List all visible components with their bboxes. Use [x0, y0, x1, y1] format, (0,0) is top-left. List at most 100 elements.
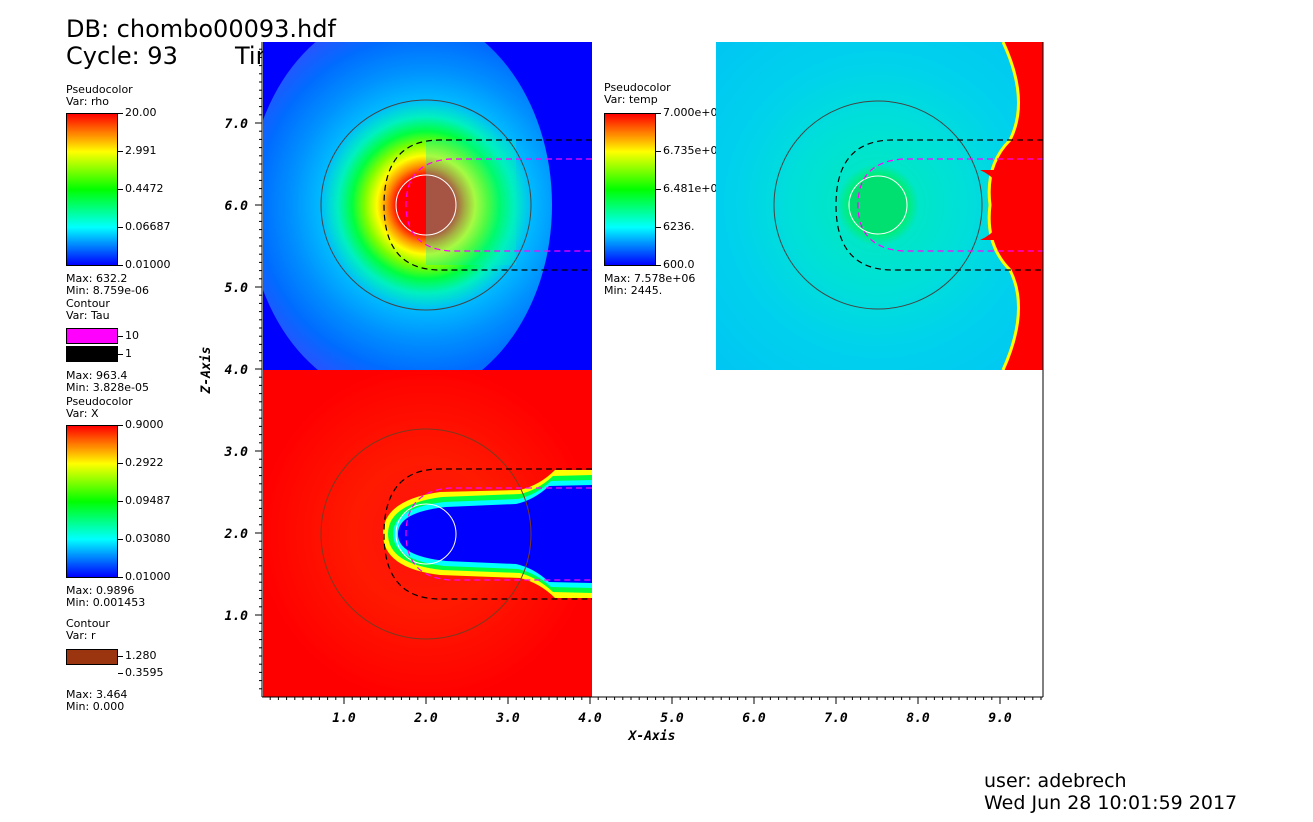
colorbar-tick	[118, 113, 123, 114]
axis-tick-label: 1.0	[225, 609, 249, 624]
legend-max: Max: 963.4	[66, 369, 128, 382]
axis-tick-label: 1.0	[332, 711, 356, 726]
x-axis-ticks: 1.0 2.0 3.0 4.0 5.0 6.0 7.0 8.0 9.0	[269, 697, 1042, 726]
y-axis-ticks: 1.0 2.0 3.0 4.0 5.0 6.0 7.0	[224, 48, 262, 690]
contour-level-label: 1	[125, 347, 132, 360]
temp-contour-tau-1	[835, 139, 1043, 271]
legend-type: Pseudocolor	[66, 395, 133, 408]
rho-field	[263, 42, 552, 370]
temp-hot-tail	[980, 170, 1043, 240]
legend-type: Contour	[66, 297, 110, 310]
colorbar-tick-label: 6.735e+05	[663, 144, 725, 157]
database-title: DB: chombo00093.hdf	[66, 15, 336, 43]
legend-min: Min: 3.828e-05	[66, 381, 149, 394]
contour-tick	[118, 336, 123, 337]
contour-level-label: 0.3595	[125, 666, 164, 679]
temp-panel	[716, 42, 1043, 370]
footer-date: Wed Jun 28 10:01:59 2017	[984, 792, 1238, 814]
x-inner-circle	[395, 503, 457, 565]
legend-type: Contour	[66, 617, 110, 630]
cycle-label: Cycle: 93	[66, 42, 178, 70]
axis-tick-label: 5.0	[660, 711, 684, 726]
rho-contour-tau-10	[405, 158, 592, 252]
contour-swatch-10	[66, 328, 118, 344]
axis-tick-label: 2.0	[413, 711, 438, 726]
legend-var: Var: rho	[66, 95, 109, 108]
legend-type: Pseudocolor	[604, 81, 671, 94]
legend-max: Max: 632.2	[66, 272, 128, 285]
x-contour-tau-1	[383, 468, 592, 600]
colorbar-tick	[656, 151, 661, 152]
colorbar-tick-label: 0.9000	[125, 418, 164, 431]
legend-min: Min: 0.000	[66, 700, 125, 713]
legend-max: Max: 3.464	[66, 688, 128, 701]
temp-core	[849, 176, 907, 234]
legend-max: Max: 0.9896	[66, 584, 135, 597]
rho-panel	[263, 42, 592, 370]
colorbar-tick	[656, 227, 661, 228]
temp-contour-tau-10	[857, 158, 1043, 252]
contour-tick	[118, 354, 123, 355]
colorbar-tick	[118, 425, 123, 426]
temp-inner-circle	[848, 175, 908, 235]
colorbar-tick	[118, 501, 123, 502]
colorbar-tick-label: 0.01000	[125, 258, 171, 271]
colorbar-tick-label: 7.000e+06	[663, 106, 725, 119]
colorbar-tick-label: 0.2922	[125, 456, 164, 469]
rho-inner-circle	[395, 174, 457, 236]
colorbar-tick	[118, 265, 123, 266]
colorbar-tick-label: 0.4472	[125, 182, 164, 195]
x-axis-label: X-Axis	[628, 729, 676, 744]
axis-tick-label: 3.0	[495, 711, 520, 726]
colorbar-tick	[118, 539, 123, 540]
x-contour-r	[320, 428, 532, 640]
axis-tick-label: 2.0	[224, 527, 249, 542]
legend-min: Min: 0.001453	[66, 596, 146, 609]
colorbar-tick-label: 600.0	[663, 258, 695, 271]
colorbar-temp	[604, 113, 656, 266]
axis-tick-label: 8.0	[906, 711, 930, 726]
axis-tick-label: 7.0	[225, 117, 249, 132]
axis-tick-label: 5.0	[225, 281, 249, 296]
legend-var: Var: temp	[604, 93, 658, 106]
colorbar-rho	[66, 113, 118, 266]
colorbar-tick-label: 20.00	[125, 106, 157, 119]
colorbar-tick	[118, 227, 123, 228]
colorbar-tick	[118, 577, 123, 578]
legend-type: Pseudocolor	[66, 83, 133, 96]
colorbar-x	[66, 425, 118, 578]
contour-level-label: 10	[125, 329, 139, 342]
legend-min: Min: 2445.	[604, 284, 663, 297]
colorbar-tick	[118, 189, 123, 190]
axis-tick-label: 3.0	[224, 445, 249, 460]
x-panel	[263, 370, 592, 697]
contour-swatch-1	[66, 346, 118, 362]
x-contour-tau-10	[405, 487, 592, 581]
legend-var: Var: r	[66, 629, 96, 642]
colorbar-tick-label: 0.09487	[125, 494, 171, 507]
footer-user: user: adebrech	[984, 770, 1127, 792]
contour-tick	[118, 656, 123, 657]
rho-contour-tau-1	[383, 139, 592, 271]
legend-min: Min: 8.759e-06	[66, 284, 149, 297]
temp-front	[987, 42, 1020, 370]
contour-swatch-r	[66, 649, 118, 665]
colorbar-tick	[656, 265, 661, 266]
colorbar-tick	[118, 151, 123, 152]
temp-contour-r	[773, 100, 983, 310]
colorbar-tick	[118, 463, 123, 464]
contour-tick	[118, 673, 123, 674]
colorbar-tick-label: 2.991	[125, 144, 157, 157]
colorbar-tick-label: 6236.	[663, 220, 695, 233]
x-inner-region	[398, 485, 592, 583]
axis-tick-label: 6.0	[225, 199, 249, 214]
legend-var: Var: Tau	[66, 309, 110, 322]
colorbar-tick	[656, 113, 661, 114]
axis-tick-label: 6.0	[742, 711, 766, 726]
colorbar-tick-label: 0.03080	[125, 532, 171, 545]
rho-tail	[426, 140, 516, 265]
rho-contour-r	[320, 99, 532, 311]
colorbar-tick-label: 6.481e+04	[663, 182, 725, 195]
axis-tick-label: 4.0	[578, 711, 602, 726]
